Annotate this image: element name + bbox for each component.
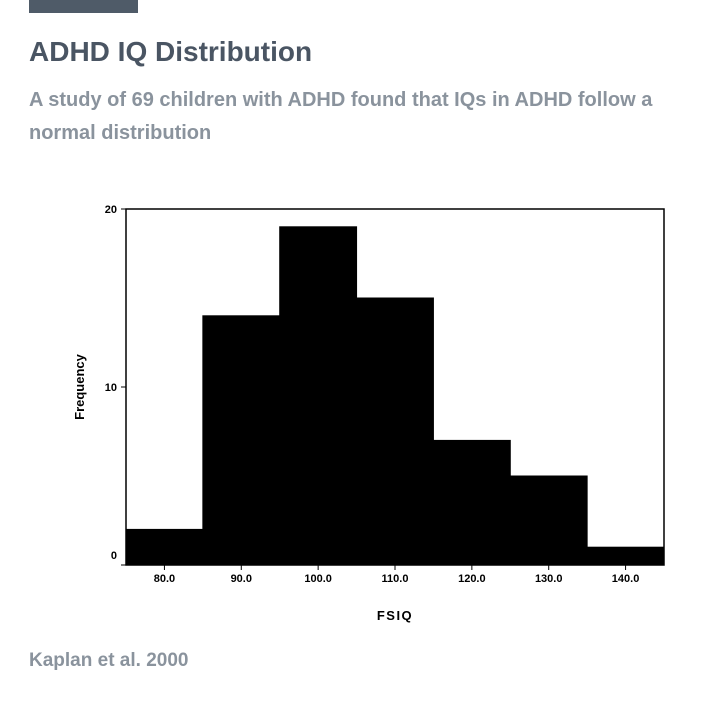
x-axis-label: FSIQ <box>377 608 413 623</box>
histogram-bar <box>356 297 434 566</box>
accent-bar <box>29 0 138 13</box>
y-axis-label: Frequency <box>72 353 87 420</box>
histogram-bar <box>202 315 281 566</box>
x-tick-label: 100.0 <box>304 573 332 585</box>
histogram-bar <box>432 439 511 566</box>
x-tick-label: 110.0 <box>382 573 409 585</box>
page-title: ADHD IQ Distribution <box>29 36 313 67</box>
x-tick-label: 140.0 <box>612 573 640 585</box>
histogram-bar <box>509 475 588 566</box>
y-tick-label: 10 <box>105 382 117 394</box>
y-tick-label: 0 <box>111 550 117 562</box>
y-tick-label: 20 <box>105 204 117 216</box>
histogram-bar <box>586 546 665 566</box>
histogram-bar <box>125 528 204 566</box>
x-tick-label: 80.0 <box>154 573 175 585</box>
x-tick-label: 130.0 <box>535 573 563 585</box>
x-tick-label: 90.0 <box>231 573 252 585</box>
page-subtitle: A study of 69 children with ADHD found t… <box>29 89 653 144</box>
x-tick-label: 120.0 <box>458 573 486 585</box>
histogram-bar <box>279 226 358 566</box>
source-citation: Kaplan et al. 2000 <box>29 650 189 671</box>
